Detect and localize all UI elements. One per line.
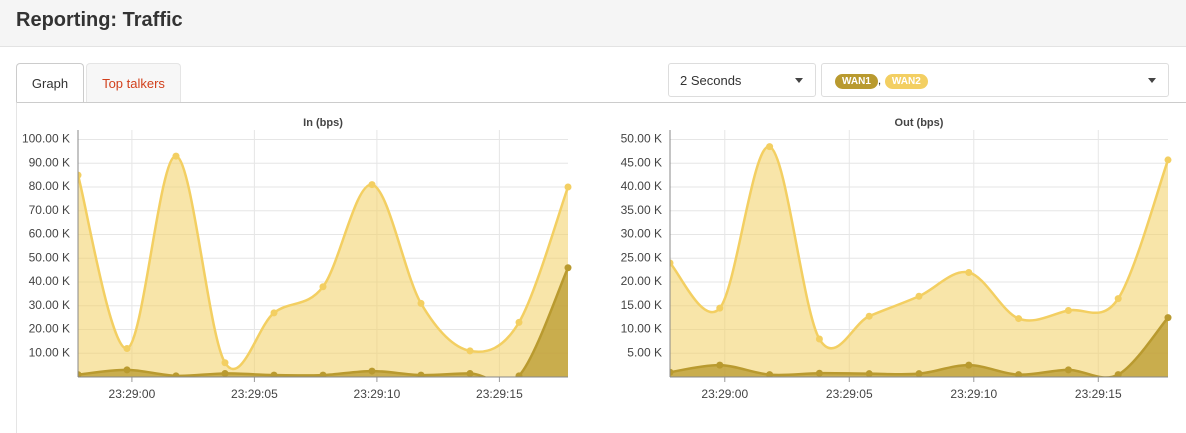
point bbox=[172, 372, 180, 377]
point bbox=[965, 269, 973, 276]
x-tick-label: 23:29:15 bbox=[476, 387, 523, 401]
point bbox=[815, 335, 823, 343]
point bbox=[319, 283, 327, 291]
y-tick-label: 80.00 K bbox=[29, 179, 70, 193]
y-tick-label: 100.00 K bbox=[22, 132, 70, 146]
x-tick-label: 23:29:10 bbox=[354, 387, 401, 401]
point bbox=[368, 367, 376, 375]
x-tick-label: 23:29:05 bbox=[231, 387, 278, 401]
point bbox=[319, 371, 327, 377]
x-tick-label: 23:29:00 bbox=[701, 387, 748, 401]
interface-select[interactable]: WAN1, WAN2 bbox=[821, 63, 1169, 97]
y-tick-label: 40.00 K bbox=[621, 179, 662, 193]
y-tick-label: 5.00 K bbox=[627, 345, 662, 359]
series-area bbox=[670, 317, 1168, 377]
series-area bbox=[670, 146, 1168, 377]
point bbox=[915, 370, 923, 377]
x-tick-label: 23:29:00 bbox=[109, 387, 156, 401]
interface-tags: WAN1, WAN2 bbox=[835, 72, 928, 89]
y-tick-label: 35.00 K bbox=[621, 203, 662, 217]
point bbox=[564, 264, 572, 272]
point bbox=[865, 312, 873, 320]
y-tick-label: 25.00 K bbox=[621, 250, 662, 264]
point bbox=[1064, 366, 1072, 374]
point bbox=[716, 361, 724, 369]
separator: , bbox=[877, 73, 882, 87]
point bbox=[123, 345, 131, 352]
point bbox=[564, 183, 572, 191]
y-tick-label: 45.00 K bbox=[621, 155, 662, 169]
y-tick-label: 10.00 K bbox=[621, 322, 662, 336]
point bbox=[368, 181, 376, 189]
chart-title: Out (bps) bbox=[895, 117, 944, 129]
caret bbox=[795, 78, 803, 83]
point bbox=[78, 171, 82, 179]
point bbox=[123, 366, 131, 374]
point bbox=[172, 152, 180, 160]
caret bbox=[1148, 78, 1156, 83]
y-tick-label: 15.00 K bbox=[621, 298, 662, 312]
interval-select[interactable]: 2 Seconds bbox=[668, 63, 816, 97]
point bbox=[766, 371, 774, 377]
y-tick-label: 10.00 K bbox=[29, 345, 70, 359]
y-tick-label: 20.00 K bbox=[621, 274, 662, 288]
point bbox=[221, 369, 229, 377]
y-tick-label: 30.00 K bbox=[29, 298, 70, 312]
graph-panel bbox=[16, 102, 1186, 433]
y-tick-label: 40.00 K bbox=[29, 274, 70, 288]
point bbox=[670, 259, 674, 267]
y-tick-label: 50.00 K bbox=[29, 250, 70, 264]
point bbox=[1164, 314, 1172, 322]
series-line bbox=[670, 145, 1170, 350]
y-tick-label: 50.00 K bbox=[621, 132, 662, 146]
point bbox=[965, 361, 973, 369]
point bbox=[515, 318, 523, 326]
y-tick-label: 90.00 K bbox=[29, 155, 70, 169]
point bbox=[1064, 307, 1072, 314]
point bbox=[716, 304, 724, 312]
point bbox=[1114, 371, 1122, 377]
header: Reporting: Traffic bbox=[0, 0, 1186, 47]
y-tick-label: 70.00 K bbox=[29, 203, 70, 217]
point bbox=[466, 347, 474, 355]
point bbox=[78, 371, 82, 377]
tab-graph[interactable]: Graph bbox=[16, 63, 84, 103]
point bbox=[515, 372, 523, 377]
tab-top-talkers[interactable]: Top talkers bbox=[86, 63, 181, 103]
y-tick-label: 20.00 K bbox=[29, 322, 70, 336]
x-tick-label: 23:29:10 bbox=[950, 387, 997, 401]
point bbox=[1114, 295, 1122, 303]
interface-tag[interactable]: WAN1 bbox=[835, 74, 878, 89]
point bbox=[270, 371, 278, 377]
x-tick-label: 23:29:15 bbox=[1075, 387, 1122, 401]
series-line bbox=[78, 154, 570, 371]
point bbox=[1164, 156, 1172, 164]
interface-tag[interactable]: WAN2 bbox=[884, 74, 928, 89]
point bbox=[915, 292, 923, 300]
point bbox=[417, 299, 425, 307]
point bbox=[466, 369, 474, 377]
x-tick-label: 23:29:05 bbox=[826, 387, 873, 401]
point bbox=[270, 309, 278, 317]
point bbox=[417, 371, 425, 377]
interval-value: 2 Seconds bbox=[680, 73, 742, 88]
series-area bbox=[78, 156, 568, 377]
point bbox=[865, 370, 873, 377]
point bbox=[670, 368, 674, 376]
point bbox=[1015, 315, 1023, 323]
series-line bbox=[78, 267, 570, 377]
y-tick-label: 30.00 K bbox=[621, 227, 662, 241]
plot bbox=[670, 143, 1172, 377]
point bbox=[815, 369, 823, 377]
point bbox=[766, 143, 774, 151]
point bbox=[221, 359, 229, 367]
chart-title: In (bps) bbox=[303, 117, 343, 129]
page-title: Reporting: Traffic bbox=[16, 9, 183, 31]
point bbox=[1015, 371, 1023, 377]
plot bbox=[78, 152, 572, 377]
y-tick-label: 60.00 K bbox=[29, 227, 70, 241]
